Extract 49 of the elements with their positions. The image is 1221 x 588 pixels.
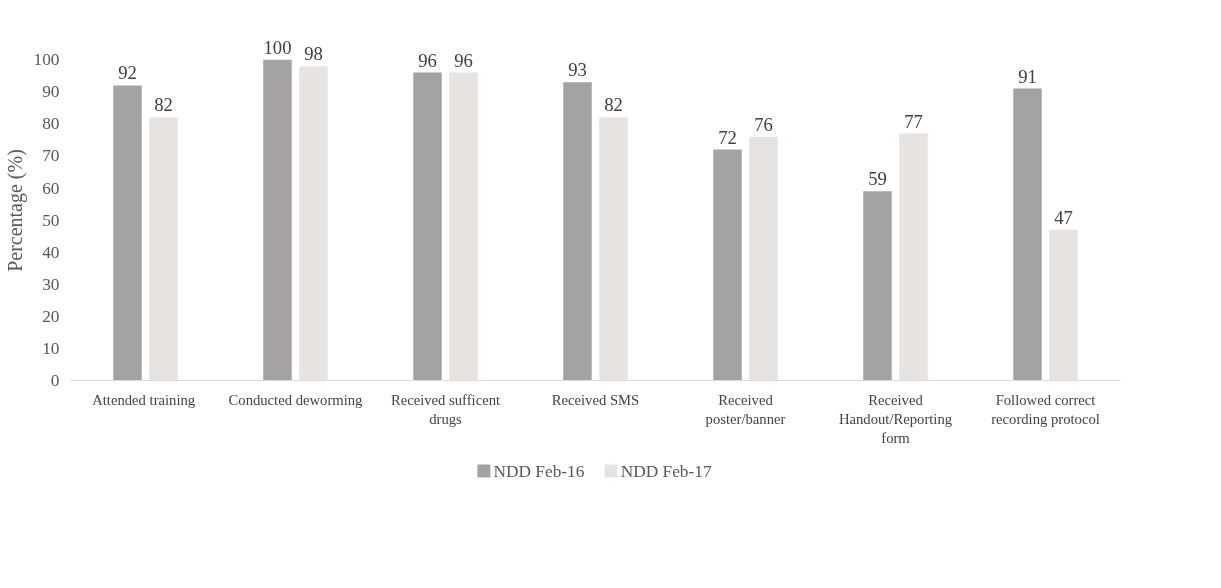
x-tick-label: Followed correct recording protocol: [991, 391, 1100, 427]
y-axis-title: Percentage (%): [3, 149, 27, 272]
data-label: 91: [1018, 65, 1037, 87]
x-tick-label: Attended training: [92, 391, 196, 408]
data-label: 82: [604, 94, 623, 116]
data-label: 92: [118, 62, 137, 84]
y-tick-label: 90: [42, 82, 60, 102]
data-label: 98: [304, 43, 323, 65]
x-tick-label: Received poster/banner: [705, 391, 786, 427]
data-label: 96: [454, 49, 473, 71]
y-tick-label: 20: [42, 306, 60, 326]
data-label: 96: [418, 49, 437, 71]
bar: [1013, 88, 1042, 381]
bar: [599, 117, 628, 381]
y-tick-label: 70: [42, 146, 60, 166]
bar: [749, 136, 778, 381]
y-tick-label: 0: [50, 371, 60, 390]
bar: [113, 85, 142, 381]
y-tick-label: 50: [42, 210, 60, 230]
bar: [263, 59, 292, 381]
y-tick-label: 80: [42, 114, 60, 134]
y-tick-label: 10: [42, 338, 60, 358]
y-tick-label: 60: [42, 178, 60, 198]
data-label: 72: [718, 126, 737, 148]
data-label: 93: [568, 59, 587, 81]
x-tick-label: Conducted deworming: [228, 391, 364, 408]
data-label: 59: [868, 168, 887, 190]
data-label: 77: [904, 110, 923, 132]
bar: [863, 191, 892, 381]
y-tick-label: 30: [42, 274, 60, 294]
legend-label: NDD Feb-16: [493, 461, 585, 481]
bar: [299, 66, 328, 381]
data-label: 47: [1054, 206, 1073, 228]
data-label: 100: [263, 36, 292, 58]
bar: [449, 72, 478, 381]
bar: [713, 149, 742, 381]
bar: [413, 72, 442, 381]
y-tick-label: 40: [42, 242, 60, 262]
bar: [1049, 229, 1078, 381]
x-tick-label: Received Handout/Reporting form: [838, 391, 953, 446]
bar: [149, 117, 178, 381]
y-tick-label: 100: [33, 50, 60, 70]
bar: [899, 133, 928, 381]
data-label: 82: [154, 94, 173, 116]
bar: [563, 82, 592, 381]
x-tick-label: Received SMS: [551, 391, 640, 408]
legend-label: NDD Feb-17: [620, 461, 712, 481]
data-label: 76: [754, 113, 773, 135]
x-tick-label: Received sufficent drugs: [390, 391, 501, 427]
